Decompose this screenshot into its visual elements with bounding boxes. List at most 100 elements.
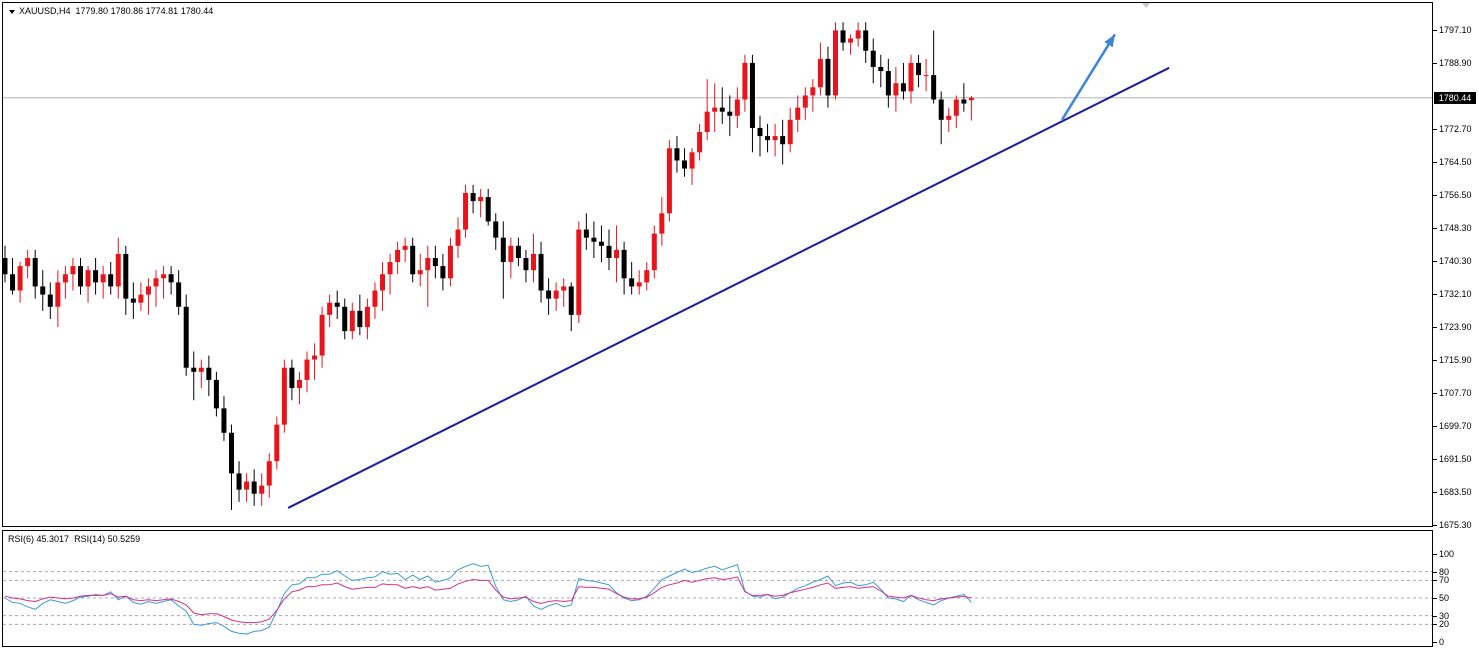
candle-body <box>138 294 144 303</box>
candle-body <box>191 367 197 372</box>
collapse-triangle-icon[interactable] <box>9 9 15 14</box>
candle-body <box>70 266 76 275</box>
candle-body <box>636 282 642 287</box>
rsi-panel[interactable]: RSI(6) 45.3017 RSI(14) 50.5259 <box>2 530 1433 647</box>
candle-body <box>244 481 250 490</box>
candle-body <box>614 249 620 258</box>
candle-body <box>938 99 944 120</box>
candle-body <box>546 290 552 299</box>
candle-body <box>848 38 854 43</box>
candle-body <box>130 298 136 303</box>
candle-body <box>62 274 68 283</box>
candle-body <box>168 274 174 283</box>
price-tick-label: 1699.70 <box>1433 420 1472 431</box>
candle-body <box>447 245 453 279</box>
candle-body <box>553 290 559 299</box>
candle-body <box>380 274 385 291</box>
candle-body <box>304 359 310 380</box>
candle-body <box>47 294 53 307</box>
candle-body <box>787 119 793 145</box>
high-value: 1780.86 <box>110 6 144 16</box>
candle-body <box>659 213 665 234</box>
current-price-label: 1780.44 <box>1434 91 1476 104</box>
candle-body <box>666 148 672 214</box>
candle-body <box>206 367 212 380</box>
candle-body <box>349 310 355 332</box>
candle-body <box>289 367 295 389</box>
candle-body <box>440 266 446 279</box>
candle-body <box>508 245 514 263</box>
candle-body <box>478 197 484 202</box>
rsi6-line <box>4 563 972 635</box>
candle-body <box>878 66 884 72</box>
candle-body <box>863 30 869 51</box>
candle-body <box>266 461 272 486</box>
price-tick-label: 1683.50 <box>1433 486 1472 497</box>
candle-body <box>32 257 38 287</box>
candle-body <box>274 424 280 462</box>
projection-arrowhead-icon <box>1104 34 1115 48</box>
candle-body <box>395 249 401 263</box>
candle-body <box>825 58 831 96</box>
candle-body <box>916 62 922 76</box>
candle-body <box>161 274 167 279</box>
candle-body <box>697 132 703 153</box>
candle-body <box>644 270 650 283</box>
rsi-tick-label: 30 <box>1432 610 1450 621</box>
candle-body <box>833 30 838 96</box>
candle-body <box>968 97 974 101</box>
price-tick-label: 1772.70 <box>1433 124 1472 135</box>
main-chart-panel[interactable]: XAUUSD,H4 1779.80 1780.86 1774.81 1780.4… <box>2 2 1433 527</box>
price-tick-label: 1740.30 <box>1433 255 1472 266</box>
candle-body <box>515 245 521 258</box>
trendline[interactable] <box>287 66 1170 509</box>
candle-body <box>176 282 182 307</box>
price-tick-label: 1797.10 <box>1433 25 1472 35</box>
rsi-header: RSI(6) 45.3017 RSI(14) 50.5259 <box>8 534 140 544</box>
candle-body <box>606 245 612 258</box>
candle-body <box>55 282 61 307</box>
candle-body <box>455 229 461 246</box>
candle-body <box>621 249 627 279</box>
candle-body <box>364 306 370 328</box>
candle-body <box>153 278 159 287</box>
price-tick-label: 1675.30 <box>1433 520 1472 530</box>
candle-body <box>598 241 604 246</box>
candle-body <box>417 270 423 275</box>
candle-body <box>115 253 121 287</box>
candle-body <box>531 253 536 271</box>
candle-body <box>568 286 574 315</box>
rsi-tick-label: 50 <box>1432 593 1450 603</box>
candle-body <box>259 485 265 494</box>
rsi6-value: 45.3017 <box>36 534 70 544</box>
candle-body <box>500 237 506 263</box>
rsi14-value: 50.5259 <box>107 534 141 544</box>
candle-body <box>357 310 363 328</box>
candle-body <box>78 266 83 287</box>
rsi-tick-label: 70 <box>1432 575 1450 586</box>
candle-body <box>719 107 725 112</box>
candles-group <box>3 22 974 510</box>
candle-body <box>629 278 635 287</box>
rsi-tick-label: 80 <box>1432 566 1450 577</box>
candle-body <box>870 50 876 67</box>
price-axis[interactable]: 1797.10 1788.90 1772.70 1764.50 1756.50 1748.… <box>1433 2 1479 530</box>
projection-arrow-line[interactable] <box>1060 33 1116 121</box>
scroll-marker-icon[interactable] <box>1142 3 1150 8</box>
candle-body <box>523 257 529 271</box>
price-tick-label: 1707.70 <box>1433 388 1472 399</box>
candle-body <box>3 257 8 275</box>
price-tick-label: 1715.90 <box>1433 355 1472 365</box>
candle-body <box>583 229 589 238</box>
candle-body <box>425 257 431 271</box>
candle-body <box>810 87 816 96</box>
candle-body <box>312 355 318 360</box>
candle-body <box>931 75 937 100</box>
candle-body <box>591 237 597 242</box>
candle-body <box>236 473 242 490</box>
candle-body <box>25 257 31 267</box>
rsi-axis[interactable]: 100 80 70 50 30 20 0 <box>1432 530 1479 647</box>
candle-body <box>734 99 740 116</box>
candle-body <box>893 83 899 96</box>
candle-body <box>795 107 801 120</box>
